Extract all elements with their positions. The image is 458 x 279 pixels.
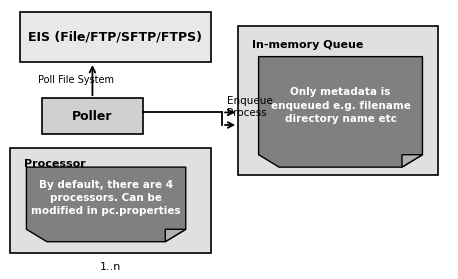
Text: 1..n: 1..n [100,261,121,271]
Polygon shape [259,57,422,167]
Text: Processor: Processor [24,159,86,169]
Text: EIS (File/FTP/SFTP/FTPS): EIS (File/FTP/SFTP/FTPS) [28,31,202,44]
Bar [238,26,438,175]
Text: Poll File System: Poll File System [38,75,114,85]
Text: Process: Process [227,108,267,118]
Bar [11,148,211,253]
Text: Only metadata is
enqueued e.g. filename
directory name etc: Only metadata is enqueued e.g. filename … [271,87,410,124]
Text: Poller: Poller [72,110,113,122]
Polygon shape [402,155,422,167]
Polygon shape [27,167,186,242]
Bar [42,98,142,134]
Polygon shape [165,229,186,242]
Text: Enqueue: Enqueue [227,95,273,105]
Text: By default, there are 4
processors. Can be
modified in pc.properties: By default, there are 4 processors. Can … [31,180,181,217]
Bar [20,13,211,62]
Text: In-memory Queue: In-memory Queue [252,40,363,50]
